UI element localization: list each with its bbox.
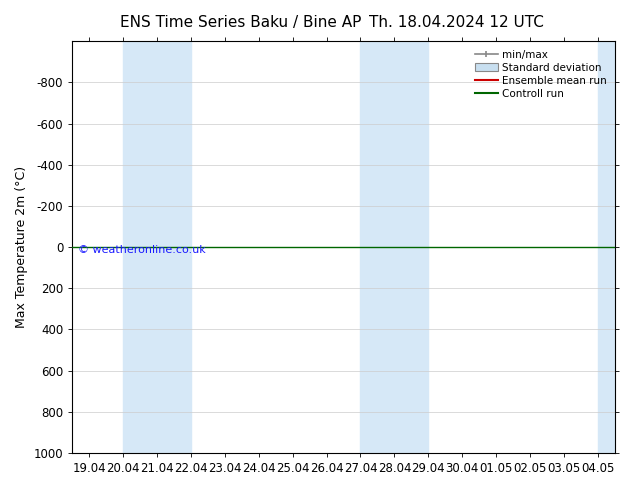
Text: ENS Time Series Baku / Bine AP: ENS Time Series Baku / Bine AP [120,15,361,30]
Bar [361,41,429,453]
Text: Th. 18.04.2024 12 UTC: Th. 18.04.2024 12 UTC [369,15,544,30]
Y-axis label: Max Temperature 2m (°C): Max Temperature 2m (°C) [15,166,28,328]
Text: © weatheronline.co.uk: © weatheronline.co.uk [77,245,205,255]
Legend: min/max, Standard deviation, Ensemble mean run, Controll run: min/max, Standard deviation, Ensemble me… [472,47,610,102]
Bar [123,41,191,453]
Bar [598,41,632,453]
